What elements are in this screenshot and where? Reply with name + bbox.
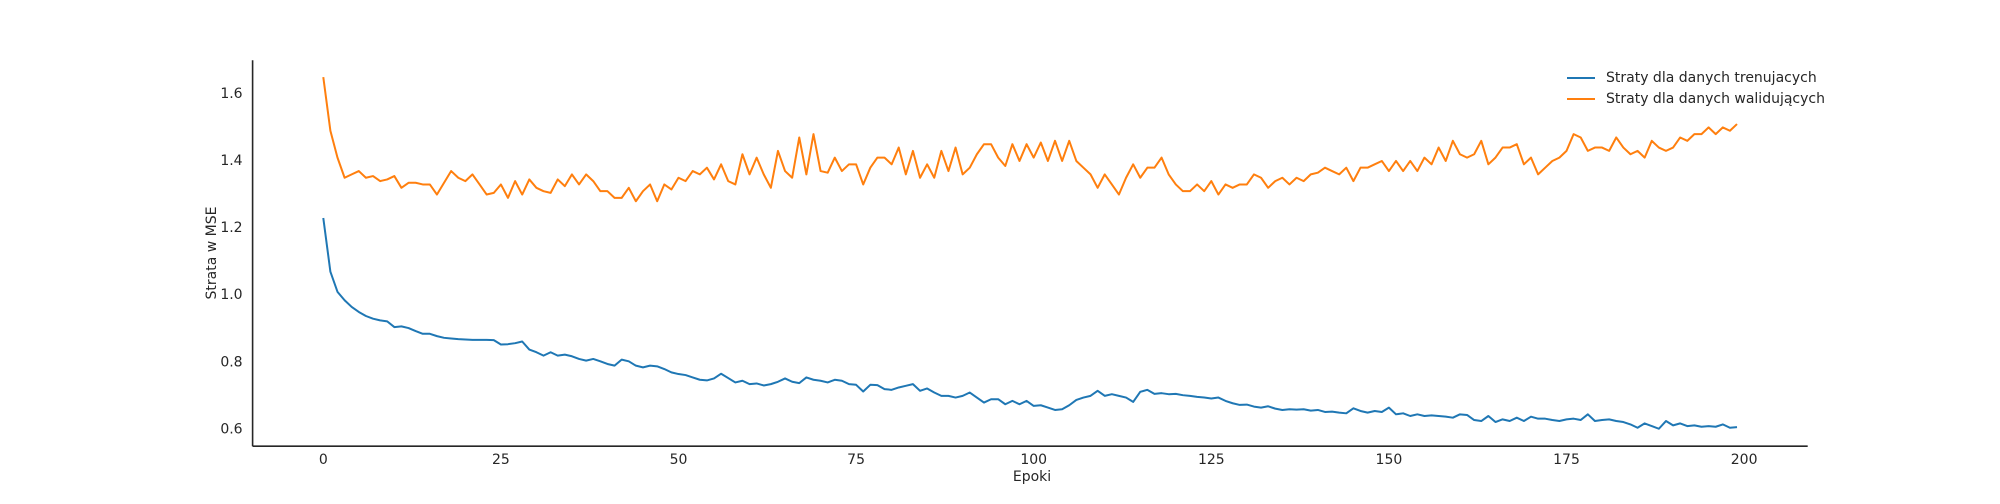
x-tick-label: 100	[1020, 452, 1047, 468]
series-line	[322, 217, 1738, 430]
series-line	[322, 76, 1738, 203]
y-tick-label: 0.6	[220, 421, 242, 437]
x-tick-label: 75	[847, 452, 865, 468]
y-tick-label: 1.2	[220, 220, 242, 236]
y-tick-label: 1.6	[220, 86, 242, 102]
y-tick-label: 1.0	[220, 287, 242, 303]
x-tick-label: 50	[670, 452, 688, 468]
legend-label: Straty dla danych trenujacych	[1606, 70, 1817, 86]
x-tick-label: 175	[1553, 452, 1580, 468]
x-tick-label: 125	[1198, 452, 1225, 468]
y-tick-label: 1.4	[220, 153, 242, 169]
x-axis-label: Epoki	[1013, 469, 1051, 485]
legend-label: Straty dla danych walidujących	[1606, 91, 1825, 107]
x-tick-label: 150	[1376, 452, 1403, 468]
x-tick-label: 0	[319, 452, 328, 468]
x-tick-label: 25	[492, 452, 510, 468]
x-tick-label: 200	[1731, 452, 1758, 468]
y-axis-label: Strata w MSE	[204, 207, 220, 300]
y-tick-label: 0.8	[220, 354, 242, 370]
